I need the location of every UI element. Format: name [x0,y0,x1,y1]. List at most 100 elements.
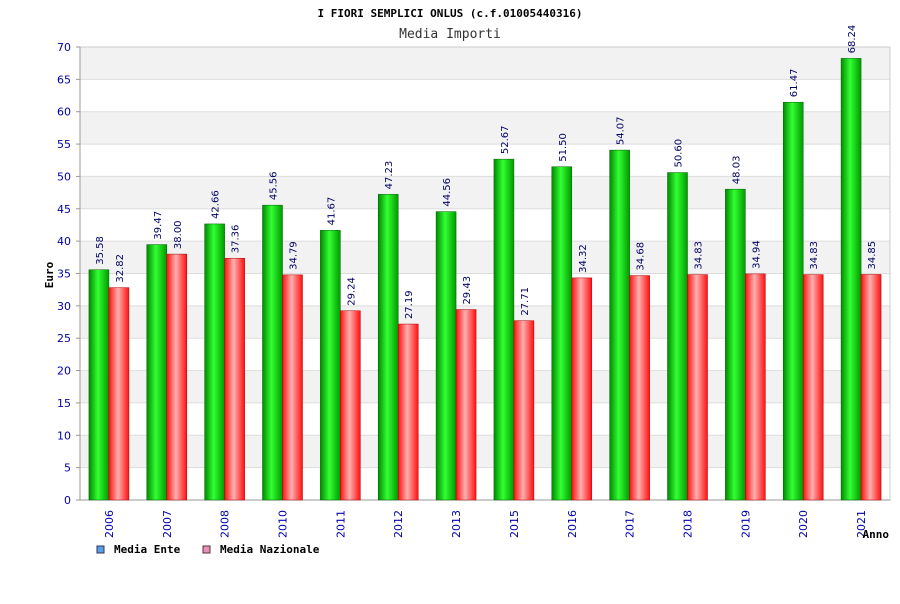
y-tick-label: 55 [57,138,71,151]
y-tick-label: 5 [64,462,71,475]
y-tick-label: 15 [57,397,71,410]
y-tick-label: 10 [57,429,71,442]
y-tick-label: 0 [64,494,71,507]
plot-band [80,402,890,436]
bar-media-nazionale-2021 [860,274,882,501]
data-label: 35.58 [95,236,106,265]
bar-media-nazionale-2017 [629,275,650,501]
data-label: 34.68 [636,242,647,271]
bar-media-nazionale-2015 [513,320,535,501]
data-label: 50.60 [674,139,685,168]
legend: Media Ente Media Nazionale [96,543,320,556]
bar-media-nazionale-2020 [802,274,824,501]
x-tick-label: 2012 [392,510,405,538]
chart-title: I FIORI SEMPLICI ONLUS (c.f.01005440316) [318,7,583,20]
x-tick-label: 2021 [855,510,868,538]
bar-media-nazionale-2013 [455,309,477,501]
plot-band [80,79,890,112]
bars: 35.58 32.82 39.47 38.00 42.66 37.36 45.56 34.79… [88,25,882,501]
chart-subtitle: Media Importi [399,27,501,42]
bar-media-ente-2021 [840,58,862,501]
bar-media-ente-2010 [262,204,283,501]
data-label: 32.82 [115,254,126,283]
y-tick-label: 25 [57,332,71,345]
x-tick-label: 2015 [508,510,521,538]
data-label: 44.56 [442,178,453,207]
data-label: 61.47 [789,69,800,98]
data-label: 27.71 [520,287,531,316]
plot-band [80,305,890,339]
bar-media-ente-2019 [725,188,746,501]
plot-band [80,176,890,209]
bar-media-ente-2015 [493,158,515,501]
data-label: 34.85 [867,241,878,270]
data-label: 34.32 [578,244,589,273]
bar-media-ente-2018 [667,172,688,501]
bar-media-nazionale-2008 [224,257,245,501]
x-tick-label: 2020 [797,510,810,538]
x-tick-label: 2007 [161,510,174,538]
plot-band [80,435,890,468]
bar-media-ente-2007 [146,244,168,501]
data-label: 41.67 [326,197,337,226]
plot-band [80,241,890,274]
data-label: 68.24 [847,25,858,54]
data-label: 47.23 [384,161,395,190]
bar-media-nazionale-2011 [340,310,361,501]
x-tick-label: 2010 [277,510,290,538]
bar-media-nazionale-2006 [108,287,130,501]
data-label: 39.47 [153,211,164,240]
x-tick-label: 2008 [219,510,232,538]
y-axis-label: Euro [43,261,56,288]
bar-media-ente-2013 [435,211,457,501]
y-tick-label: 20 [57,365,71,378]
data-label: 34.94 [751,240,762,269]
data-label: 27.19 [404,290,415,319]
data-label: 34.83 [694,241,705,270]
bar-media-nazionale-2016 [571,277,593,501]
x-tick-label: 2019 [739,510,752,538]
bar-media-nazionale-2012 [397,323,419,501]
plot-band [80,47,890,80]
x-axis-ticks: 2006 2007 2008 2010 2011 2012 2013 2015 2016 2017… [103,510,868,538]
legend-swatch-media-ente [96,545,105,554]
data-label: 34.83 [809,241,820,270]
x-tick-label: 2013 [450,510,463,538]
bar-media-ente-2012 [377,194,399,501]
bar-media-nazionale-2007 [166,253,188,501]
y-tick-label: 45 [57,203,71,216]
data-label: 54.07 [616,116,627,145]
data-label: 37.36 [231,225,242,254]
x-tick-label: 2006 [103,510,116,538]
legend-label-media-ente: Media Ente [114,543,181,556]
y-tick-label: 70 [57,41,71,54]
data-label: 51.50 [558,133,569,162]
bar-media-nazionale-2019 [745,273,766,501]
y-tick-label: 35 [57,268,71,281]
plot-band [80,273,890,306]
y-tick-label: 60 [57,106,71,119]
bar-media-ente-2020 [782,101,804,501]
bar-media-ente-2011 [320,230,341,501]
x-tick-label: 2016 [566,510,579,538]
x-axis-label: Anno [863,528,890,541]
bar-media-nazionale-2010 [282,274,303,501]
bar-media-ente-2006 [88,269,110,501]
y-tick-label: 50 [57,170,71,183]
plot-band [80,208,890,242]
legend-label-media-nazionale: Media Nazionale [220,543,320,556]
data-label: 34.79 [289,241,300,270]
data-label: 45.56 [269,172,280,201]
y-tick-label: 30 [57,300,71,313]
bar-media-ente-2008 [204,223,225,501]
data-label: 29.24 [346,277,357,306]
plot-band [80,111,890,145]
y-tick-label: 40 [57,235,71,248]
bar-media-nazionale-2018 [687,274,708,501]
bar-media-ente-2017 [609,149,630,501]
x-tick-label: 2011 [334,510,347,538]
data-label: 42.66 [211,190,222,219]
plot-band [80,338,890,371]
legend-swatch-media-nazionale [202,545,211,554]
